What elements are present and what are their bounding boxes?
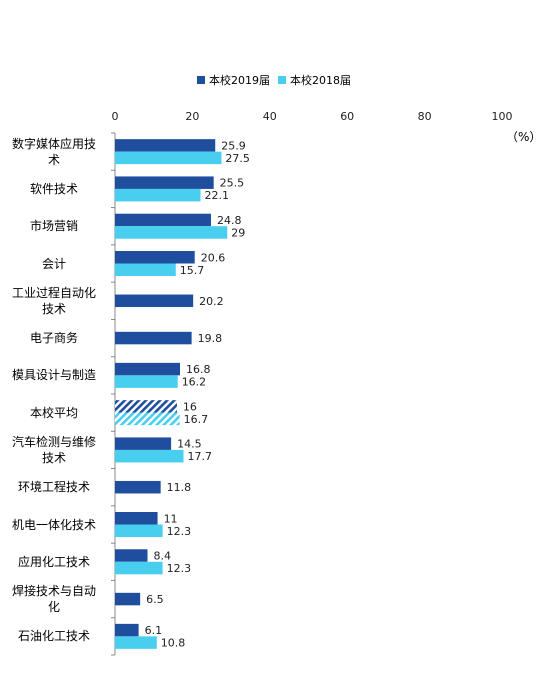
- category-label-line: 会计: [41, 256, 66, 271]
- category-label-line: 机电一体化技术: [11, 517, 96, 532]
- bar-2019: [115, 400, 177, 413]
- bar-2018: [115, 226, 228, 239]
- category-label-line: 本校平均: [29, 405, 78, 420]
- data-label-2019: 19.8: [198, 332, 223, 345]
- category-label-line: 汽车检测与维修: [11, 434, 96, 449]
- bar-2018: [115, 524, 163, 537]
- category-label-line: 电子商务: [29, 331, 78, 346]
- data-label-2018: 16.2: [182, 376, 207, 389]
- data-label-2018: 15.7: [180, 264, 205, 277]
- category-label: 会计: [4, 256, 104, 272]
- bar-2019: [115, 512, 158, 525]
- data-label-2019: 25.5: [220, 177, 245, 190]
- category-label-line: 石油化工技术: [17, 629, 90, 644]
- bar-2019: [115, 592, 141, 606]
- bar-2019: [115, 549, 148, 562]
- unit-label: （%）: [506, 130, 542, 144]
- category-label: 环境工程技术: [4, 479, 104, 495]
- category-label: 应用化工技术: [4, 554, 104, 570]
- bar-2019: [115, 331, 192, 345]
- data-label-2019: 20.6: [201, 251, 226, 264]
- data-label-2018: 27.5: [225, 152, 250, 165]
- legend-swatch-2019: [197, 76, 205, 84]
- data-label-2019: 14.5: [177, 438, 202, 451]
- data-label-2019: 20.2: [199, 295, 224, 308]
- bar-2018: [115, 151, 222, 165]
- data-label-2018: 10.8: [161, 637, 186, 650]
- data-label-2018: 12.3: [167, 525, 192, 538]
- bar-2018: [115, 561, 163, 575]
- category-label: 数字媒体应用技术: [4, 136, 104, 168]
- x-tick-label-40: 40: [263, 110, 277, 123]
- bars-layer: 25.927.5 25.522.1 24.829 20.615.7 20.2 19.8 16…: [115, 139, 250, 650]
- data-label-2018: 12.3: [167, 562, 192, 575]
- category-label-line: 化: [47, 600, 60, 615]
- x-tick-label-60: 60: [340, 110, 354, 123]
- bar-2019: [115, 362, 181, 376]
- data-label-2018: 22.1: [205, 189, 230, 202]
- bar-2019: [115, 176, 214, 189]
- x-tick-label-0: 0: [112, 110, 119, 123]
- legend-label-2019: 本校2019届: [209, 74, 270, 87]
- data-label-2019: 16: [183, 400, 197, 413]
- category-label: 汽车检测与维修 技术: [4, 434, 104, 466]
- legend: 本校2019届 本校2018届: [197, 72, 359, 88]
- bar-2019: [115, 623, 139, 637]
- bar-2018: [115, 449, 184, 463]
- category-label-line: 应用化工技术: [17, 554, 90, 569]
- category-label-line: 环境工程技术: [17, 480, 90, 495]
- data-label-2018: 29: [231, 226, 245, 239]
- category-label-line: 数字媒体应用技: [11, 136, 96, 151]
- category-label: 石油化工技术: [4, 628, 104, 644]
- category-label: 工业过程自动化 技术: [4, 285, 104, 317]
- data-label-2019: 16.8: [186, 363, 211, 376]
- category-label-line: 技术: [41, 301, 66, 316]
- x-tick-label-80: 80: [418, 110, 432, 123]
- data-label-2018: 17.7: [187, 450, 212, 463]
- category-label: 电子商务: [4, 330, 104, 346]
- category-label: 市场营销: [4, 218, 104, 234]
- bar-2018: [115, 412, 180, 426]
- category-label: 机电一体化技术: [4, 517, 104, 533]
- data-label-2019: 24.8: [217, 214, 242, 227]
- bar-2018: [115, 188, 201, 202]
- bar-2018: [115, 636, 157, 649]
- data-label-2019: 25.9: [221, 139, 246, 152]
- bar-2019: [115, 480, 161, 494]
- category-label-line: 术: [47, 152, 60, 167]
- bar-2018: [115, 263, 176, 276]
- bar-2019: [115, 139, 216, 152]
- category-label: 本校平均: [4, 405, 104, 421]
- bar-2019: [115, 294, 194, 308]
- category-label: 焊接技术与自动化: [4, 583, 104, 615]
- x-tick-label-20: 20: [185, 110, 199, 123]
- data-label-2019: 6.5: [146, 593, 164, 606]
- category-label-line: 模具设计与制造: [11, 368, 96, 383]
- category-label: 软件技术: [4, 181, 104, 197]
- bar-2019: [115, 251, 195, 264]
- category-label-line: 技术: [41, 450, 66, 465]
- bar-2019: [115, 213, 211, 227]
- x-tick-label-100: 100: [492, 110, 513, 123]
- data-label-2019: 11: [164, 512, 178, 525]
- category-label-line: 焊接技术与自动: [11, 584, 96, 599]
- category-label-line: 市场营销: [29, 219, 78, 234]
- legend-swatch-2018: [278, 76, 286, 84]
- category-label-line: 软件技术: [29, 181, 78, 196]
- legend-label-2018: 本校2018届: [290, 74, 351, 87]
- data-label-2018: 16.7: [184, 413, 209, 426]
- data-label-2019: 6.1: [145, 624, 163, 637]
- data-label-2019: 11.8: [167, 481, 192, 494]
- legend-item-2018: 本校2018届: [278, 72, 351, 88]
- bar-2018: [115, 375, 178, 388]
- category-label-line: 工业过程自动化: [11, 285, 96, 300]
- category-label: 模具设计与制造: [4, 367, 104, 383]
- bar-2019: [115, 437, 172, 450]
- legend-item-2019: 本校2019届: [197, 72, 270, 88]
- data-label-2019: 8.4: [154, 550, 172, 563]
